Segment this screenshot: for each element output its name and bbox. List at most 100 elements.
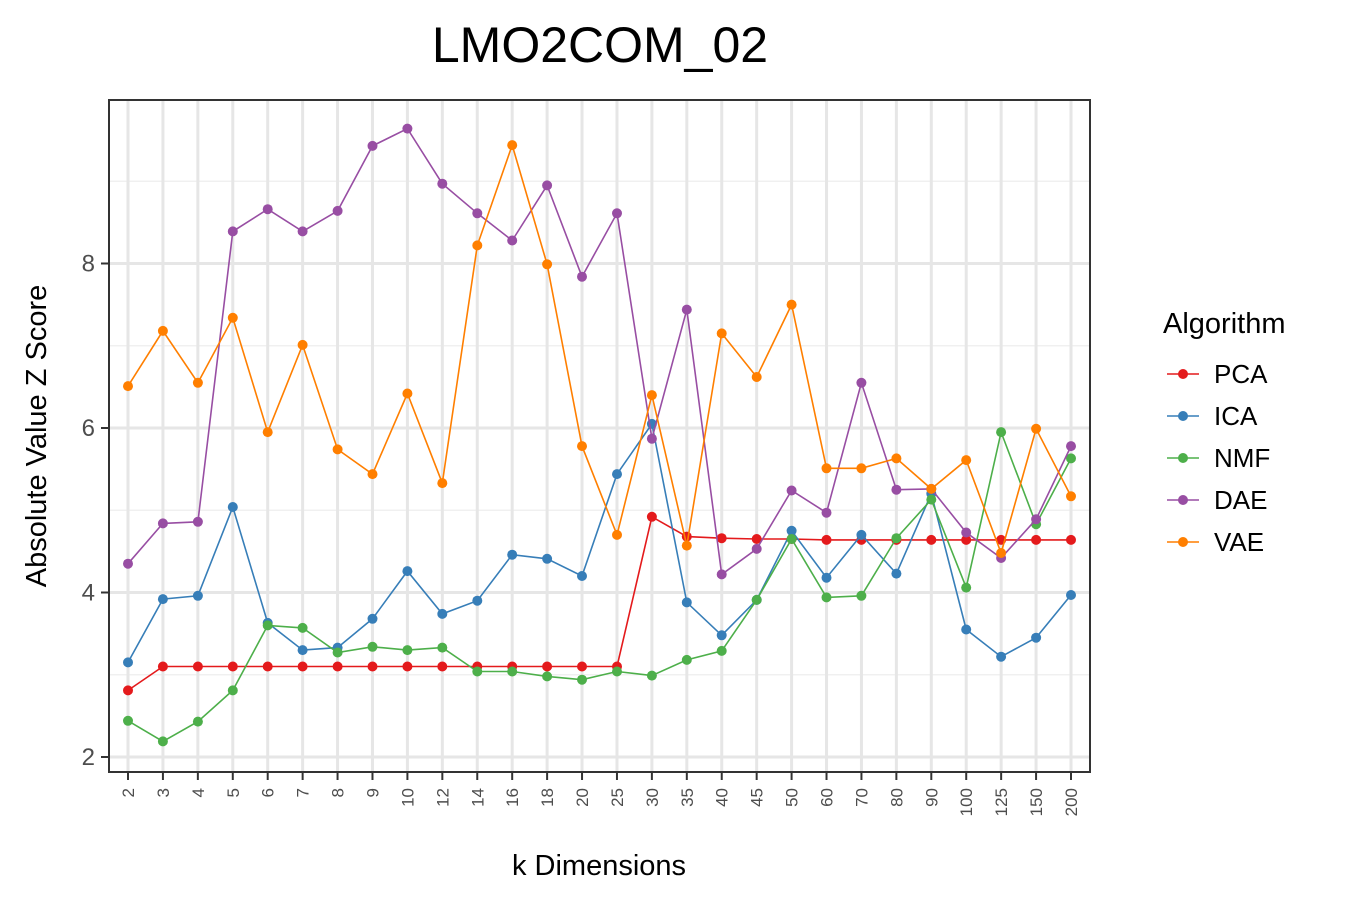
data-point-vae: [402, 388, 413, 399]
data-point-ica: [367, 613, 378, 624]
data-point-pca: [577, 661, 587, 672]
data-point-ica: [297, 645, 308, 656]
x-axis-title: k Dimensions: [512, 850, 686, 882]
series-line-nmf: [127, 429, 1072, 743]
data-point-pca: [262, 661, 273, 672]
data-point-nmf: [192, 716, 203, 727]
data-point-dae: [1031, 514, 1042, 525]
legend-label: VAE: [1214, 527, 1264, 557]
data-point-nmf: [507, 666, 518, 677]
data-point-ica: [157, 594, 168, 605]
data-point-vae: [227, 312, 238, 323]
x-tick-label: 40: [713, 788, 732, 807]
data-point-vae: [542, 259, 553, 270]
data-point-pca: [437, 661, 448, 672]
data-point-ica: [402, 566, 413, 577]
data-point-vae: [367, 469, 378, 480]
gridlines: [109, 100, 1090, 772]
data-point-nmf: [716, 645, 727, 656]
data-point-vae: [681, 540, 692, 551]
data-point-ica: [1066, 590, 1076, 600]
series-layer: [123, 123, 1076, 747]
data-point-nmf: [751, 594, 762, 605]
data-point-dae: [542, 180, 553, 191]
data-point-nmf: [542, 671, 553, 682]
data-point-ica: [123, 657, 133, 668]
data-point-nmf: [996, 427, 1007, 438]
data-point-vae: [1066, 491, 1076, 502]
data-point-ica: [681, 597, 692, 608]
y-tick-label: 4: [82, 580, 95, 607]
data-point-nmf: [926, 494, 937, 505]
data-point-dae: [192, 516, 203, 527]
x-tick-label: 7: [294, 788, 313, 797]
data-point-vae: [891, 453, 902, 464]
data-point-ica: [577, 571, 587, 581]
data-point-vae: [1031, 423, 1042, 434]
data-point-dae: [891, 484, 902, 495]
series-line-ica: [127, 421, 1072, 663]
data-point-pca: [961, 534, 972, 545]
x-tick-label: 5: [224, 788, 243, 797]
series-nmf: [123, 427, 1076, 747]
data-point-nmf: [891, 533, 902, 544]
x-tick-label: 6: [259, 788, 278, 797]
data-point-dae: [961, 527, 972, 538]
legend-label: DAE: [1214, 485, 1267, 515]
x-tick-label: 3: [154, 788, 173, 797]
chart-title: LMO2COM_02: [432, 17, 768, 73]
legend-title: Algorithm: [1163, 308, 1286, 340]
data-point-nmf: [262, 620, 273, 631]
data-point-nmf: [1066, 453, 1076, 464]
legend-label: NMF: [1214, 443, 1270, 473]
data-point-pca: [926, 534, 937, 545]
data-point-nmf: [472, 666, 483, 677]
data-point-nmf: [227, 685, 238, 696]
x-tick-label: 70: [852, 788, 871, 807]
data-point-dae: [472, 208, 483, 219]
data-point-dae: [612, 208, 622, 219]
data-point-vae: [577, 441, 587, 452]
x-tick-label: 25: [608, 788, 627, 807]
x-tick-label: 80: [887, 788, 906, 807]
data-point-vae: [996, 548, 1007, 558]
data-point-nmf: [646, 670, 657, 681]
legend-key-point: [1178, 495, 1188, 505]
data-point-vae: [297, 339, 308, 350]
data-point-pca: [716, 533, 727, 544]
data-point-pca: [123, 685, 133, 696]
y-tick-label: 8: [82, 251, 95, 278]
data-point-ica: [996, 651, 1007, 662]
plot-panel-border: [108, 99, 1091, 773]
data-point-dae: [856, 377, 867, 388]
data-point-dae: [367, 140, 378, 151]
data-point-pca: [542, 661, 553, 672]
x-tick-label: 200: [1062, 788, 1081, 816]
data-point-ica: [1031, 632, 1042, 643]
data-point-vae: [926, 483, 937, 494]
legend-key-point: [1178, 369, 1188, 379]
data-point-dae: [751, 543, 762, 554]
data-point-dae: [123, 558, 133, 569]
data-point-nmf: [157, 736, 168, 747]
data-point-vae: [192, 377, 203, 388]
x-tick-label: 20: [573, 788, 592, 807]
data-point-pca: [192, 661, 203, 672]
legend-label: PCA: [1214, 359, 1268, 389]
legend-item-pca: PCA: [1167, 359, 1268, 389]
data-point-nmf: [612, 666, 622, 677]
data-point-vae: [472, 240, 483, 251]
data-point-ica: [612, 469, 622, 480]
data-point-ica: [507, 549, 518, 560]
data-point-nmf: [297, 622, 308, 633]
data-point-ica: [472, 595, 483, 606]
data-point-nmf: [681, 654, 692, 665]
x-tick-label: 90: [922, 788, 941, 807]
x-tick-label: 8: [329, 788, 348, 797]
x-tick-label: 50: [783, 788, 802, 807]
data-point-pca: [646, 511, 657, 522]
x-tick-label: 125: [992, 788, 1011, 816]
x-tick-label: 9: [363, 788, 382, 797]
